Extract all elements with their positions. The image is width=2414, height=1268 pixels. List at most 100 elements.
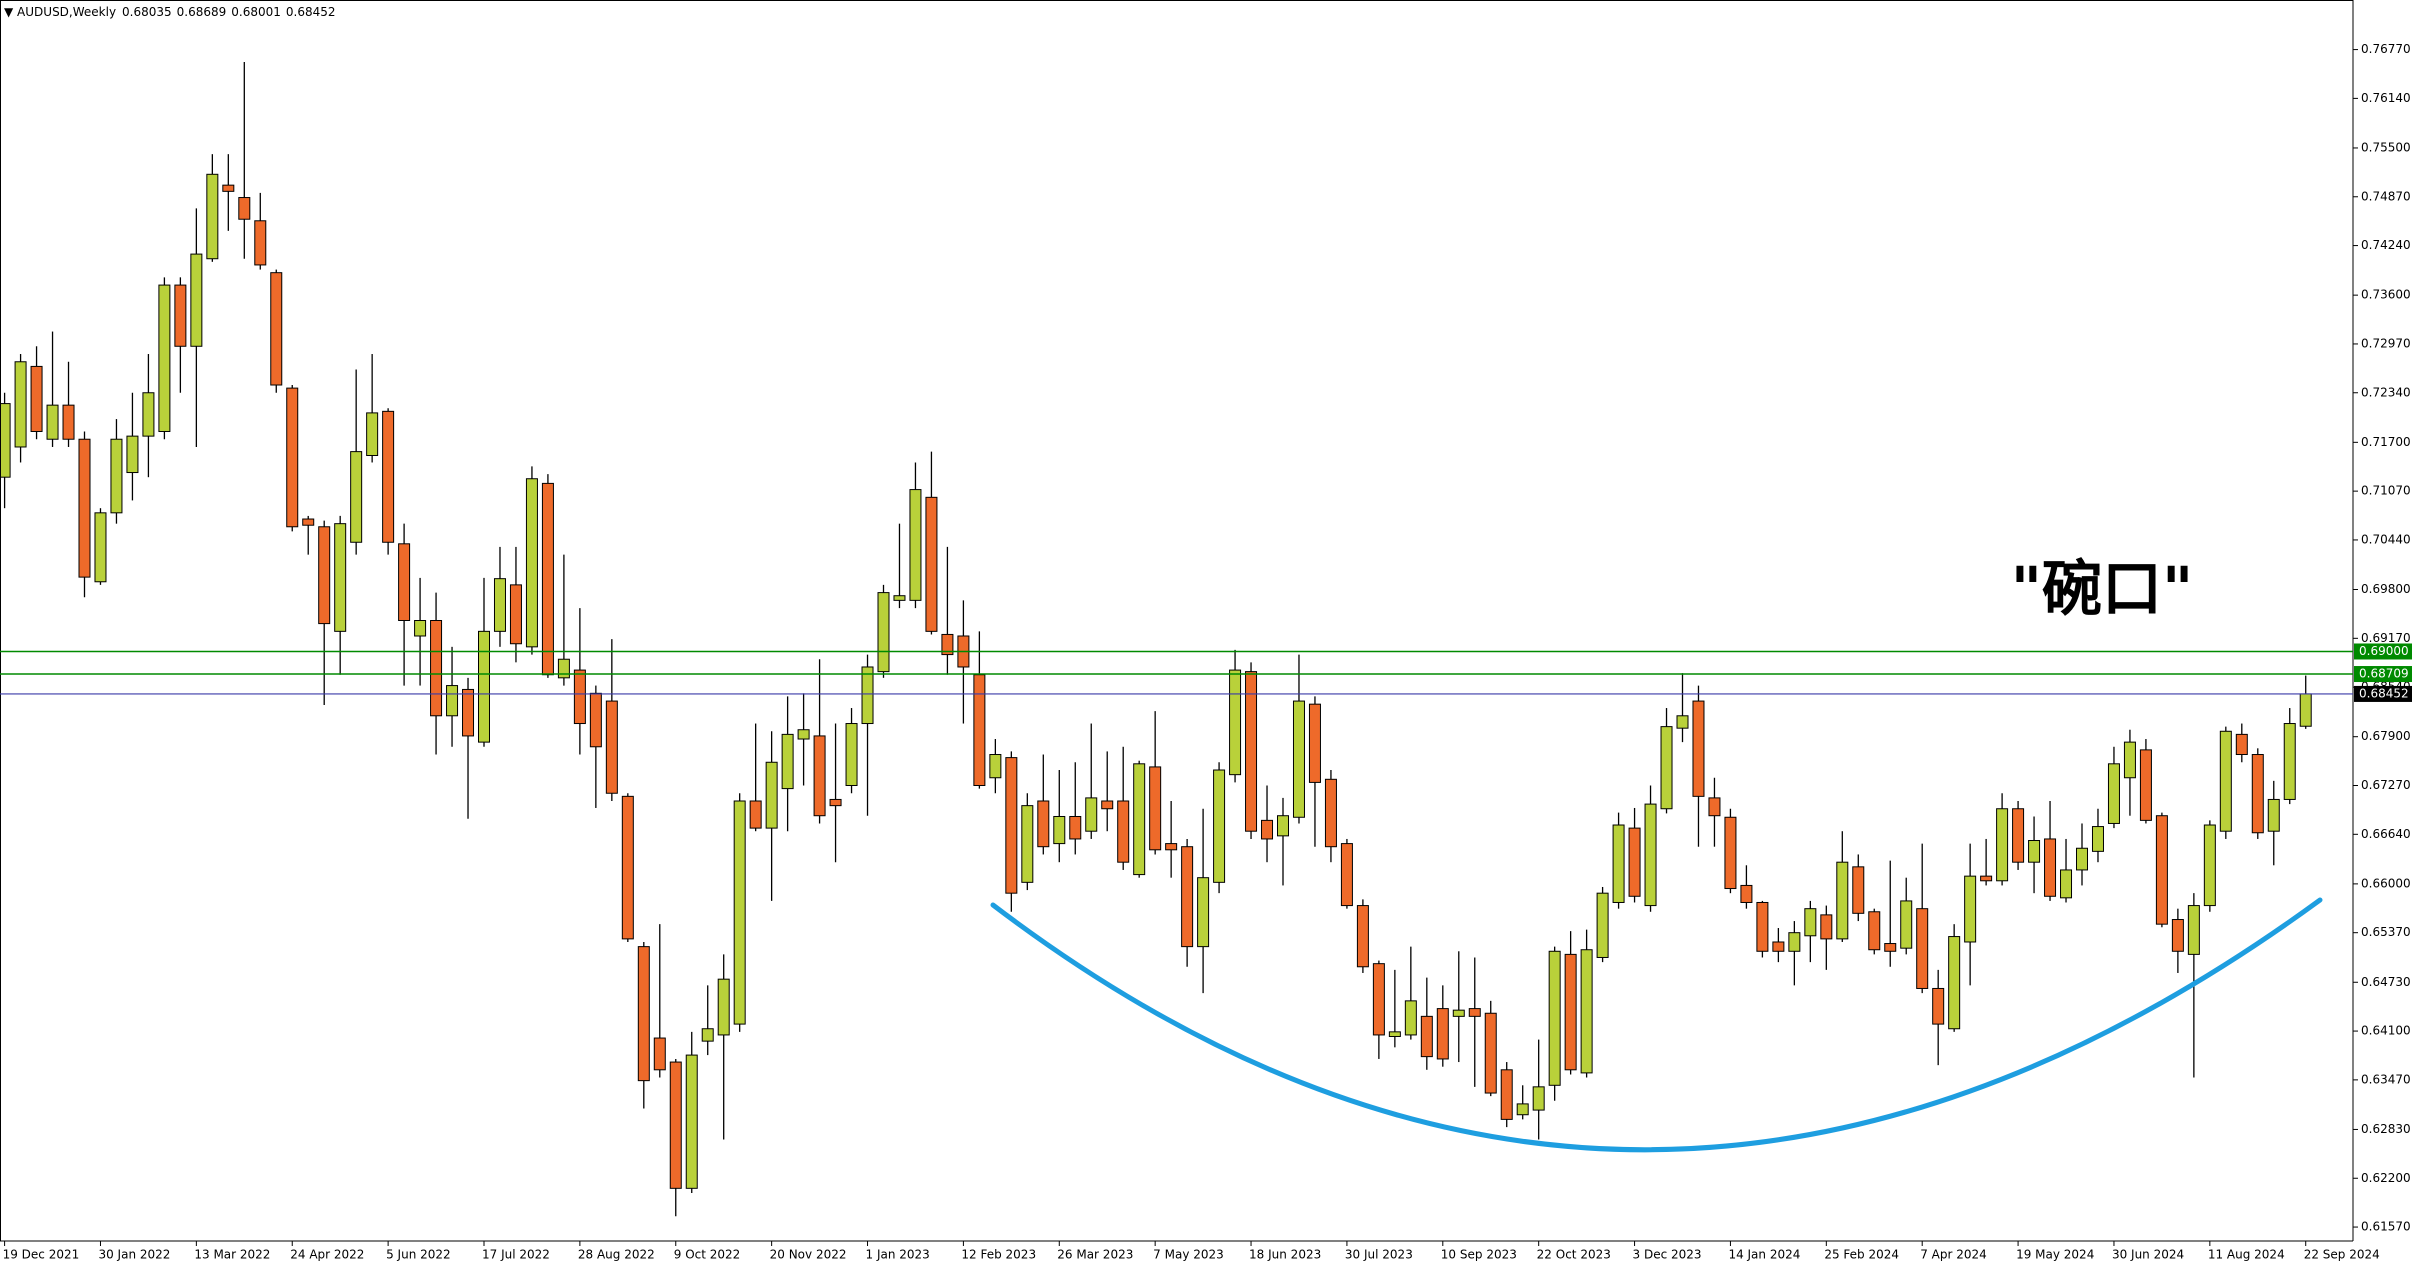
x-tick-label: 19 May 2024 [2016, 1248, 2094, 1262]
candle-body [302, 518, 315, 526]
y-tick-label: 0.64100 [2361, 1024, 2411, 1038]
y-tick-label: 0.61570 [2361, 1220, 2411, 1234]
candle-body [1308, 703, 1321, 783]
candle-body [669, 1061, 682, 1189]
x-tick-label: 1 Jan 2023 [866, 1248, 930, 1262]
candle-body [2251, 754, 2264, 834]
y-tick-label: 0.76140 [2361, 91, 2411, 105]
candle-body [94, 512, 107, 583]
y-tick-label: 0.64730 [2361, 975, 2411, 989]
candle-body [110, 438, 123, 514]
candle-body [1868, 911, 1881, 951]
candle-body [1772, 941, 1785, 952]
candle-body [2123, 741, 2136, 779]
candle-body [797, 729, 810, 740]
candle-body [573, 669, 586, 725]
candle-body [334, 523, 347, 632]
header-low: 0.68001 [231, 5, 281, 19]
candle-body [701, 1028, 714, 1042]
candle-body [2219, 730, 2232, 832]
candle-body [733, 800, 746, 1025]
x-tick-label: 28 Aug 2022 [578, 1248, 655, 1262]
y-tick-label: 0.62200 [2361, 1171, 2411, 1185]
candle-body [765, 761, 778, 829]
y-tick-label: 0.72340 [2361, 385, 2411, 399]
candle-body [1660, 726, 1673, 810]
candle-body [1516, 1103, 1529, 1116]
candle-body [478, 630, 490, 743]
candle-body [270, 272, 283, 386]
candle-body [2187, 905, 2200, 955]
candle-body [2171, 919, 2184, 952]
y-tick-label: 0.70440 [2361, 532, 2411, 546]
candle-body [414, 620, 427, 637]
candle-body [190, 253, 203, 347]
x-tick-label: 18 Jun 2023 [1249, 1248, 1321, 1262]
candle-body [1165, 843, 1178, 851]
candle-body [1932, 987, 1945, 1025]
candle-body [893, 595, 906, 601]
y-tick-label: 0.63470 [2361, 1072, 2411, 1086]
x-tick-label: 20 Nov 2022 [770, 1248, 847, 1262]
candle-body [1388, 1031, 1401, 1037]
candle-body [350, 451, 363, 543]
candle-body [781, 733, 794, 790]
header-open: 0.68035 [122, 5, 172, 19]
candle-body [1788, 932, 1801, 952]
y-tick-label: 0.75500 [2361, 140, 2411, 154]
y-tick-label: 0.71070 [2361, 484, 2411, 498]
candle-body [382, 410, 395, 543]
candle-body [1740, 884, 1753, 903]
bid-tag-label: 0.68452 [2359, 686, 2409, 700]
candle-body [1452, 1009, 1465, 1017]
x-tick-label: 13 Mar 2022 [194, 1248, 270, 1262]
menu-icon: ▼ [4, 5, 17, 19]
candle-body [1644, 803, 1657, 907]
candle-body [1532, 1086, 1545, 1111]
candle-body [1021, 805, 1034, 883]
bowl-curve [990, 897, 2323, 1153]
candle-body [717, 978, 730, 1036]
candle-body [206, 173, 219, 260]
candle-body [1676, 715, 1689, 729]
y-tick-label: 0.66640 [2361, 827, 2411, 841]
candle-body [877, 592, 890, 673]
x-tick-label: 11 Aug 2024 [2208, 1248, 2285, 1262]
x-tick-label: 19 Dec 2021 [3, 1248, 80, 1262]
candle-body [1820, 914, 1833, 940]
y-tick-label: 0.62830 [2361, 1122, 2411, 1136]
candle-body [318, 526, 331, 625]
candle-body [1213, 769, 1226, 883]
candle-body [925, 496, 938, 632]
candle-body [2155, 815, 2168, 925]
y-tick-label: 0.66000 [2361, 876, 2411, 890]
x-tick-label: 7 Apr 2024 [1920, 1248, 1987, 1262]
candle-body [1724, 816, 1737, 890]
candle-body [1596, 892, 1609, 958]
candle-body [0, 403, 11, 478]
x-tick-label: 30 Jun 2024 [2112, 1248, 2184, 1262]
candle-body [2044, 838, 2057, 897]
y-tick-label: 0.67900 [2361, 729, 2411, 743]
candle-body [1804, 908, 1817, 937]
candle-body [158, 284, 171, 432]
candle-body [509, 584, 522, 645]
candle-body [493, 578, 506, 632]
candle-body [1149, 766, 1162, 851]
header-high: 0.68689 [177, 5, 227, 19]
candle-body [1037, 800, 1050, 848]
candle-body [1756, 901, 1769, 952]
candle-body [2028, 840, 2041, 863]
y-tick-label: 0.69170 [2361, 631, 2411, 645]
candle-body [1133, 763, 1146, 876]
candle-body [2139, 749, 2152, 821]
candle-body [653, 1037, 666, 1071]
y-tick-label: 0.71700 [2361, 435, 2411, 449]
candle-body [1101, 800, 1114, 810]
candle-body [1292, 700, 1305, 818]
candle-body [845, 723, 858, 787]
candle-body [1564, 953, 1577, 1071]
